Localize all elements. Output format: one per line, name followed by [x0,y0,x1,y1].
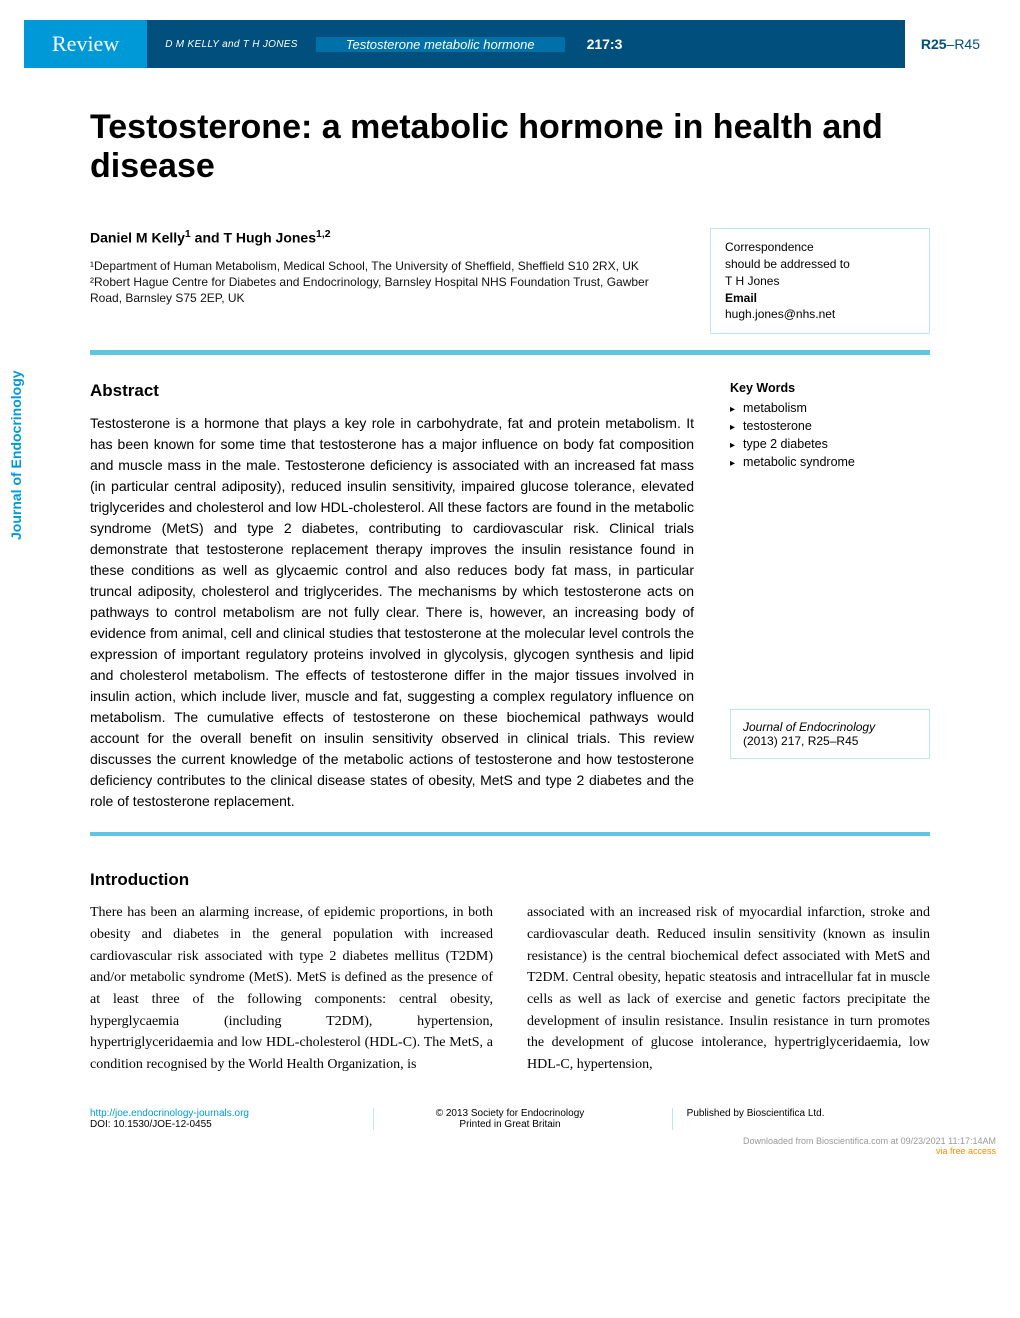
authors-block: Daniel M Kelly1 and T Hugh Jones1,2 ¹Dep… [90,228,680,334]
abstract-heading: Abstract [90,381,694,401]
keywords-list: metabolism testosterone type 2 diabetes … [730,401,930,469]
corr-name: T H Jones [725,273,915,290]
divider-rule [90,350,930,355]
corr-line1: Correspondence [725,239,915,256]
volume-issue: 217:3 [565,36,645,52]
citation-box: Journal of Endocrinology (2013) 217, R25… [730,709,930,759]
correspondence-box: Correspondence should be addressed to T … [710,228,930,334]
corr-line2: should be addressed to [725,256,915,273]
header-bar: Review D M KELLY and T H JONES Testoster… [24,20,996,68]
review-label: Review [24,20,147,68]
footer-doi: DOI: 10.1530/JOE-12-0455 [90,1119,212,1130]
footer-copyright: © 2013 Society for Endocrinology [436,1108,585,1119]
header-authors-mini: D M KELLY and T H JONES [147,39,316,50]
via-free-access: via free access [936,1146,996,1156]
side-journal-label: Journal of Endocrinology [8,370,24,540]
corr-email: hugh.jones@nhs.net [725,306,915,323]
running-title: Testosterone metabolic hormone [316,37,565,52]
download-note: Downloaded from Bioscientifica.com at 09… [0,1136,1020,1166]
footer-url[interactable]: http://joe.endocrinology-journals.org [90,1108,249,1119]
affiliations: ¹Department of Human Metabolism, Medical… [90,258,680,307]
keyword-item: testosterone [730,419,930,433]
introduction-heading: Introduction [90,870,930,890]
keyword-item: metabolic syndrome [730,455,930,469]
author-names: Daniel M Kelly1 and T Hugh Jones1,2 [90,228,680,246]
footer: http://joe.endocrinology-journals.org DO… [0,1094,1020,1136]
citation-details: (2013) 217, R25–R45 [743,734,858,748]
footer-printed: Printed in Great Britain [459,1119,560,1130]
divider-rule [90,832,930,836]
email-label: Email [725,291,757,305]
page-range: R25–R45 [905,20,996,68]
keyword-item: type 2 diabetes [730,437,930,451]
footer-published: Published by Bioscientifica Ltd. [687,1108,825,1119]
header-mid: D M KELLY and T H JONES Testosterone met… [147,20,905,68]
abstract-text: Testosterone is a hormone that plays a k… [90,413,694,812]
keyword-item: metabolism [730,401,930,415]
article-title: Testosterone: a metabolic hormone in hea… [90,108,930,186]
citation-journal: Journal of Endocrinology [743,720,875,734]
intro-column-2: associated with an increased risk of myo… [527,902,930,1076]
intro-column-1: There has been an alarming increase, of … [90,902,493,1076]
keywords-heading: Key Words [730,381,930,395]
